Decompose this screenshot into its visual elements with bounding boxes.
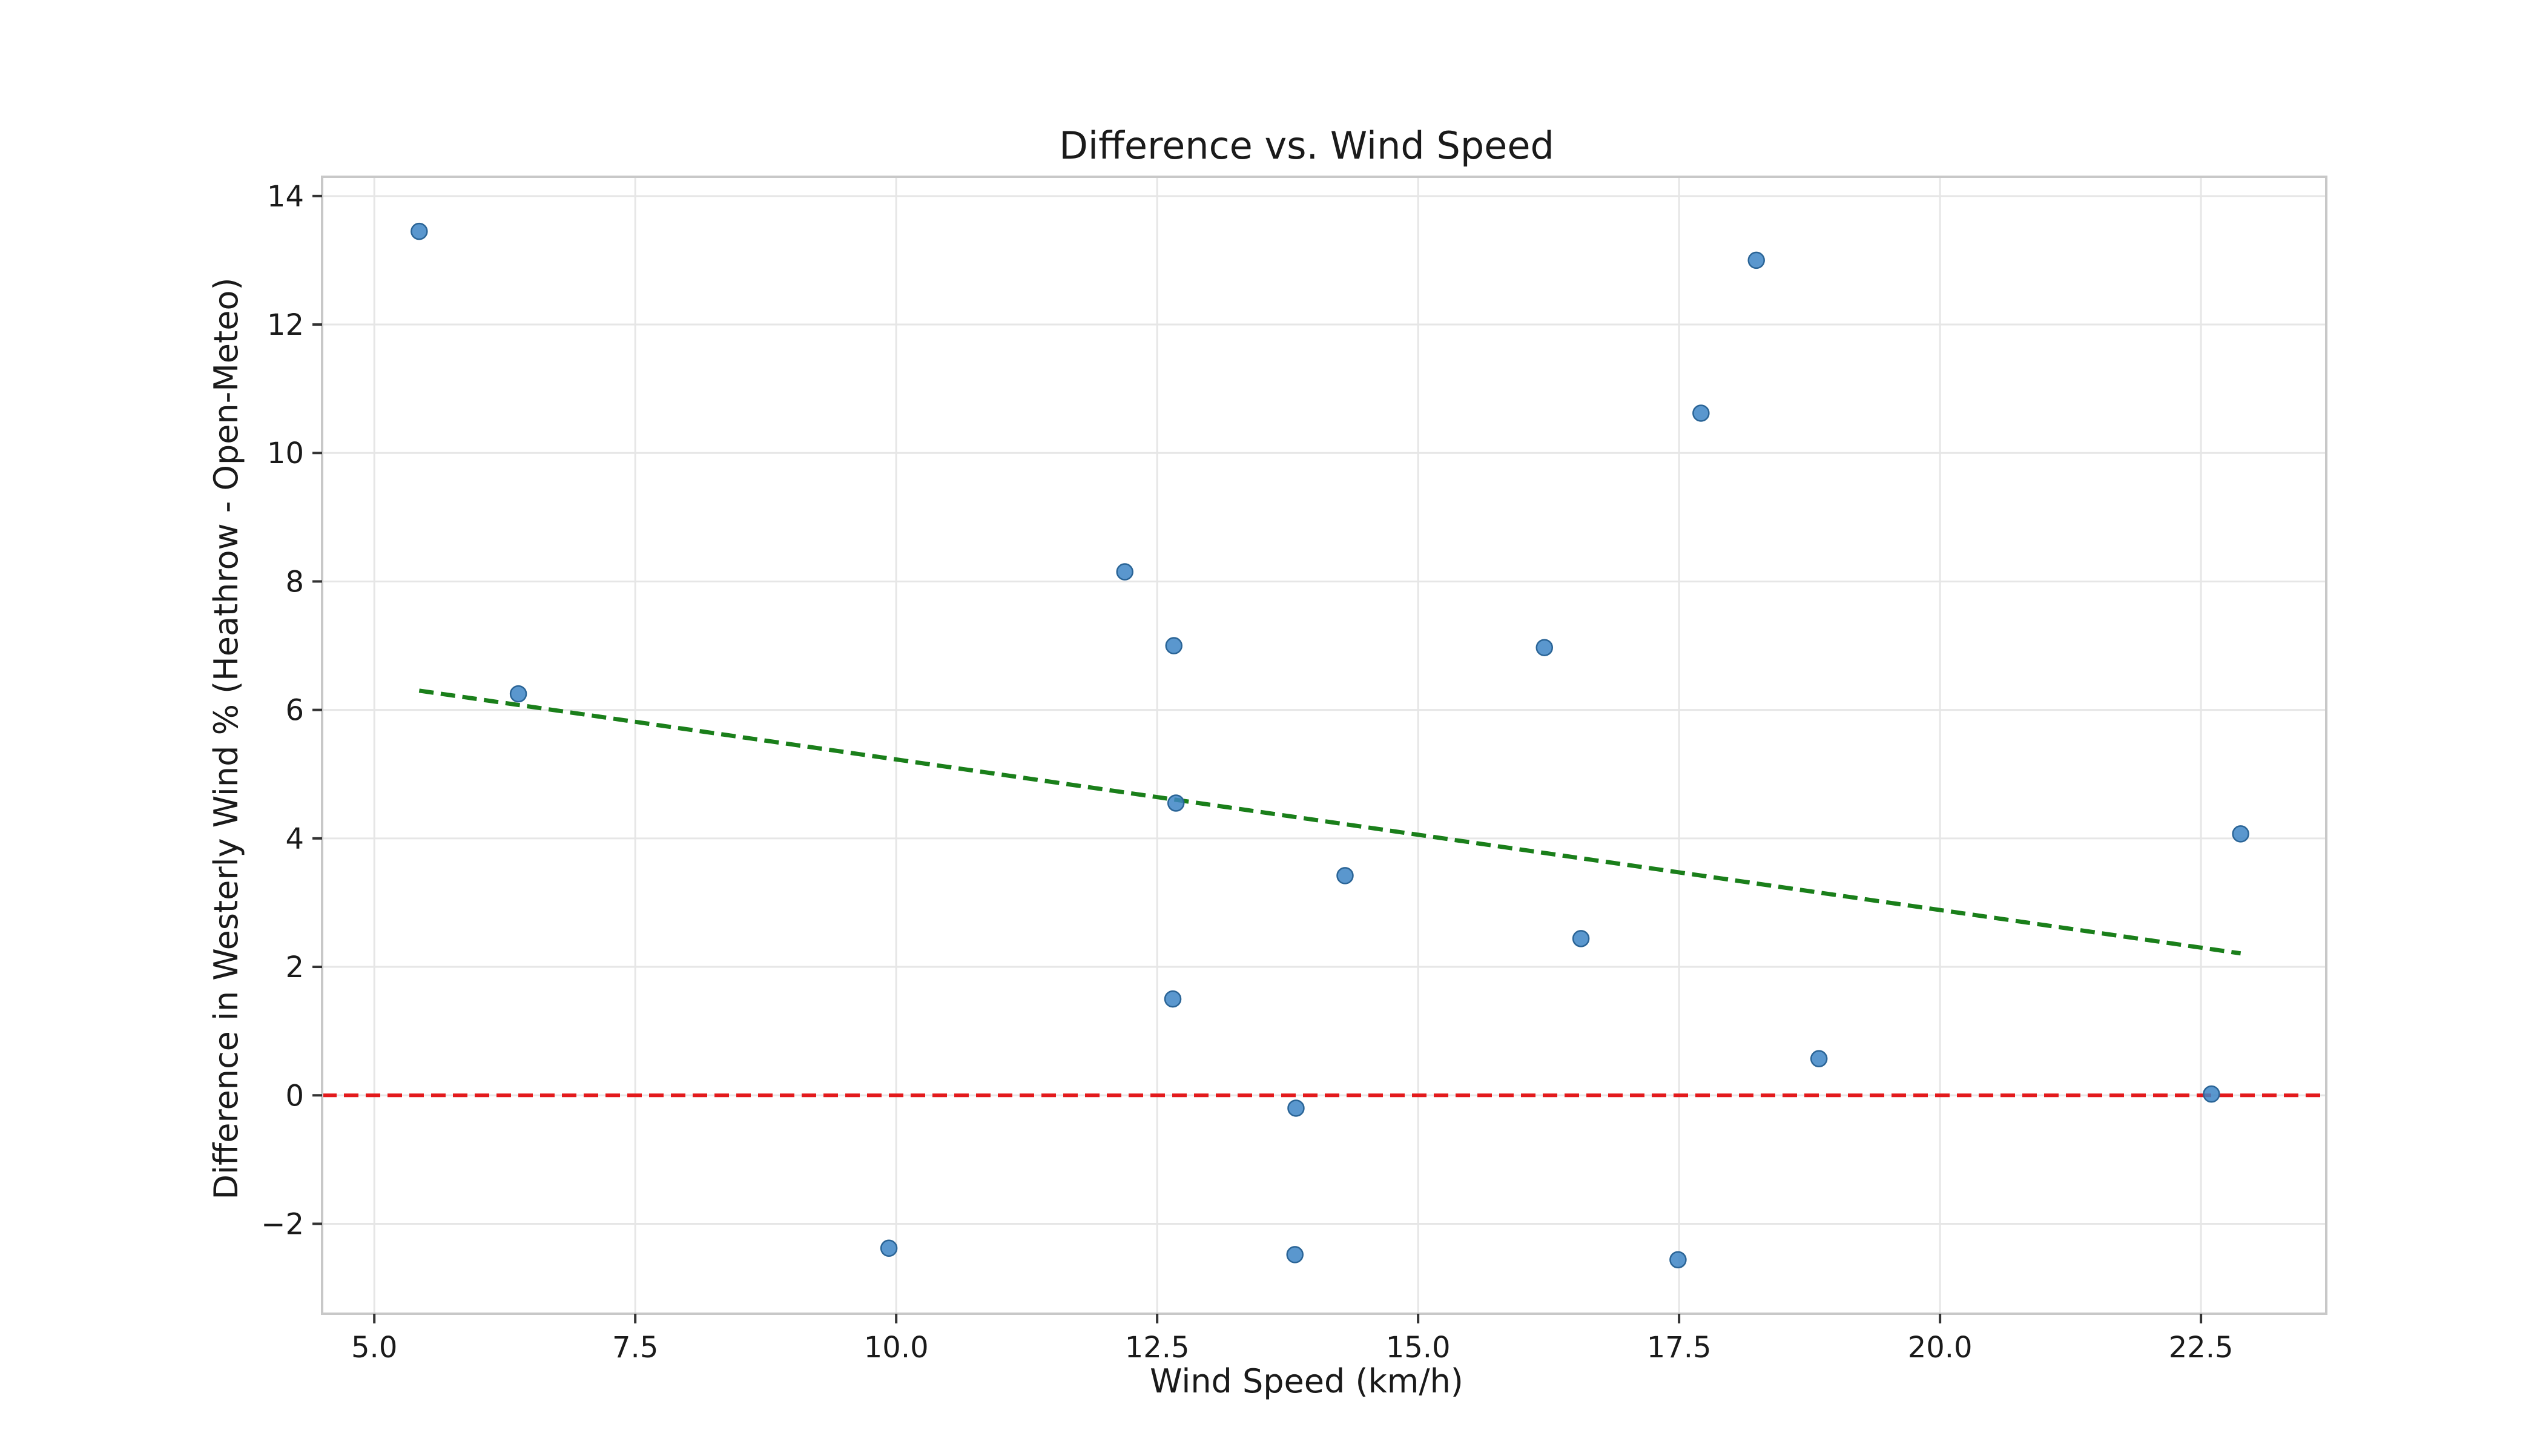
trend-line — [418, 688, 2241, 956]
data-point — [1572, 930, 1590, 947]
data-point — [1167, 794, 1185, 812]
data-point — [1535, 639, 1554, 656]
x-tick-label: 15.0 — [1386, 1331, 1451, 1365]
chart-title: Difference vs. Wind Speed — [1059, 124, 1554, 168]
data-point — [1747, 251, 1765, 269]
data-point — [1165, 637, 1182, 654]
x-tick-label: 20.0 — [1908, 1331, 1973, 1365]
data-point — [1692, 404, 1710, 422]
data-point — [2232, 825, 2249, 843]
data-point — [1164, 990, 1182, 1008]
data-point — [1116, 563, 1133, 581]
x-axis-title: Wind Speed (km/h) — [1150, 1362, 1463, 1400]
y-tick-label: 8 — [285, 565, 304, 599]
y-tick-label: 0 — [285, 1079, 304, 1113]
x-tick-label: 17.5 — [1647, 1331, 1712, 1365]
x-tick-label: 5.0 — [351, 1331, 397, 1365]
data-points — [411, 222, 2249, 1269]
axis-ticks: 5.0 7.5 10.0 12.5 15.0 17.5 20.0 22.5 −2 0 2 4 6 8 10 1… — [261, 180, 2233, 1365]
y-tick-label: 6 — [285, 694, 304, 728]
data-point — [509, 685, 527, 703]
data-point — [1669, 1251, 1687, 1269]
data-point — [2203, 1085, 2220, 1103]
y-tick-label: 4 — [285, 822, 304, 856]
y-tick-label: 10 — [267, 436, 304, 470]
y-tick-label: −2 — [261, 1207, 304, 1241]
y-axis-title: Difference in Westerly Wind % (Heathrow … — [207, 277, 245, 1199]
x-tick-label: 12.5 — [1125, 1331, 1190, 1365]
grid — [322, 177, 2326, 1314]
y-tick-label: 12 — [267, 308, 304, 342]
lines — [322, 688, 2326, 1098]
y-tick-label: 2 — [285, 950, 304, 984]
plot-frame — [321, 176, 2327, 1315]
data-point — [1336, 867, 1354, 884]
data-point — [411, 222, 428, 240]
data-point — [1810, 1050, 1828, 1068]
data-point — [880, 1239, 898, 1257]
x-tick-label: 10.0 — [864, 1331, 929, 1365]
x-tick-label: 7.5 — [612, 1331, 658, 1365]
y-tick-label: 14 — [267, 180, 304, 214]
data-point — [1286, 1246, 1304, 1263]
x-tick-label: 22.5 — [2169, 1331, 2234, 1365]
data-point — [1287, 1099, 1305, 1117]
